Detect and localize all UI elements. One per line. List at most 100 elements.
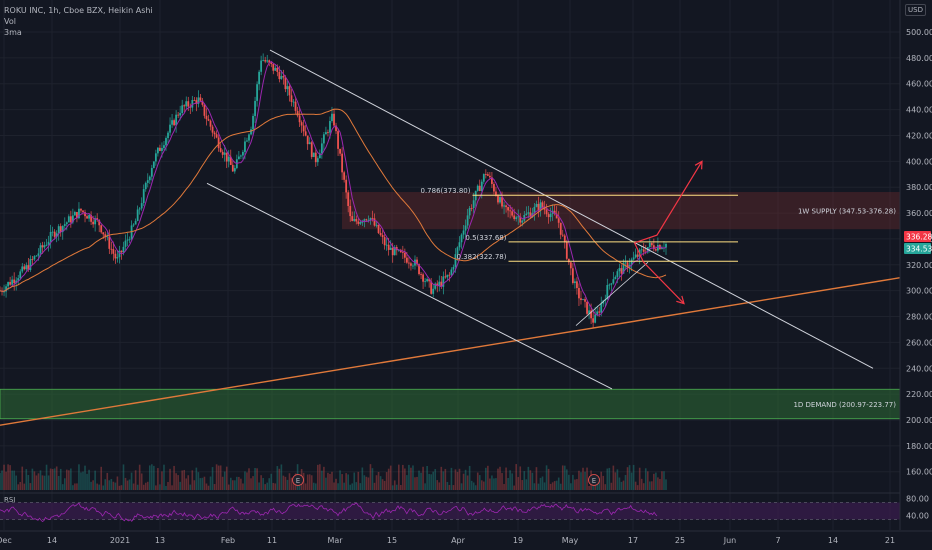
- volume-bar: [211, 467, 214, 490]
- volume-bar: [474, 485, 477, 490]
- volume-bar: [620, 481, 623, 490]
- volume-bar: [134, 470, 137, 490]
- candle-body: [138, 208, 141, 210]
- candle-body: [454, 254, 457, 267]
- candle-body: [187, 101, 190, 107]
- volume-bar: [470, 480, 473, 490]
- candle-body: [345, 179, 348, 193]
- candle-body: [165, 138, 167, 146]
- candle-body: [622, 262, 625, 274]
- drawings[interactable]: 0.786(373.80) 0.5(337.68) 0.382(322.78): [0, 49, 901, 426]
- volume-bar: [523, 471, 526, 490]
- candle-body: [264, 60, 267, 62]
- volume-bar: [167, 482, 169, 490]
- volume-bar: [377, 472, 380, 490]
- volume-bar: [438, 482, 441, 490]
- volume-bar: [636, 485, 639, 490]
- volume-bar: [483, 481, 485, 490]
- volume-bar: [114, 482, 117, 490]
- candle-body: [517, 216, 520, 218]
- candle-body: [495, 191, 497, 196]
- volume-bar: [197, 472, 200, 490]
- volume-bar: [464, 469, 467, 490]
- candle-body: [349, 205, 352, 217]
- volume-bar: [72, 485, 74, 490]
- candle-body: [535, 203, 538, 207]
- candle-body: [521, 220, 524, 223]
- volume-bar: [426, 465, 428, 490]
- volume-bar: [561, 465, 564, 490]
- volume-bar: [367, 477, 370, 490]
- candle-body: [630, 259, 633, 266]
- candle-body: [511, 211, 514, 216]
- volume-bar: [572, 474, 574, 490]
- volume-bar: [118, 485, 121, 490]
- volume-bar: [3, 464, 5, 490]
- volume-bar: [100, 466, 103, 490]
- time-tick-label: Apr: [451, 536, 466, 545]
- volume-bar: [651, 481, 653, 490]
- volume-bar: [580, 472, 582, 490]
- candle-body: [387, 244, 390, 250]
- volume-bar: [142, 484, 145, 490]
- time-tick-label: Feb: [221, 536, 235, 545]
- candle-body: [525, 213, 528, 215]
- earnings-marker-label: E: [592, 477, 596, 485]
- volume-bar: [624, 474, 627, 490]
- candle-body: [652, 245, 655, 250]
- volume-bar: [485, 467, 487, 490]
- candle-body: [375, 224, 378, 226]
- candle-body: [586, 301, 588, 314]
- volume-bar: [365, 476, 368, 490]
- candle-body: [318, 153, 321, 159]
- volume-bar: [478, 475, 481, 490]
- candle-body: [590, 310, 593, 319]
- volume-bar: [120, 485, 123, 490]
- volume-bar: [181, 470, 183, 490]
- time-tick-label: Mar: [327, 536, 343, 545]
- volume-bar: [369, 464, 372, 490]
- arrow-head: [676, 295, 685, 305]
- volume-indicator-label[interactable]: Vol: [4, 17, 16, 26]
- volume-bar: [161, 471, 163, 490]
- candle-body: [13, 279, 16, 284]
- candle-body: [580, 298, 582, 301]
- volume-bar: [86, 473, 88, 490]
- time-tick-label: 11: [267, 536, 277, 545]
- volume-bar: [27, 475, 30, 490]
- candle-body: [223, 152, 226, 155]
- candle-body: [596, 311, 599, 315]
- volume-bar: [282, 475, 285, 490]
- candle-body: [183, 105, 186, 107]
- volume-bar: [21, 466, 24, 490]
- volume-bar: [92, 480, 94, 490]
- volume-bar: [25, 469, 28, 490]
- candle-body: [310, 142, 313, 157]
- time-axis[interactable]: Dec 14 2021 13 Feb 11 Mar 15 Apr 19 May 17 25 Jun 7 14 2…: [0, 530, 932, 545]
- currency-label[interactable]: USD: [905, 4, 926, 16]
- rising-support-line: [575, 261, 649, 326]
- candle-body: [436, 283, 439, 287]
- ma-indicator-label[interactable]: 3ma: [4, 28, 22, 37]
- volume-bar: [570, 483, 572, 490]
- projection-up-arrow: [634, 160, 703, 244]
- volume-bar: [278, 468, 281, 490]
- candle-body: [132, 224, 135, 226]
- candle-body: [519, 216, 522, 223]
- candle-body: [55, 233, 58, 237]
- candle-body: [616, 271, 619, 277]
- volume-bar: [59, 468, 62, 490]
- candle-body: [426, 279, 429, 282]
- volume-bar: [596, 481, 598, 490]
- candle-body: [339, 148, 341, 154]
- symbol-title[interactable]: ROKU INC, 1h, Cboe BZX, Heikin Ashi: [4, 6, 153, 15]
- candle-body: [606, 285, 609, 300]
- volume-bar: [122, 464, 125, 490]
- time-tick-label: 25: [675, 536, 685, 545]
- volume-bar: [602, 475, 605, 490]
- volume-bar: [280, 464, 283, 490]
- candle-body: [594, 314, 597, 323]
- price-tick-label: 220.00: [906, 390, 932, 399]
